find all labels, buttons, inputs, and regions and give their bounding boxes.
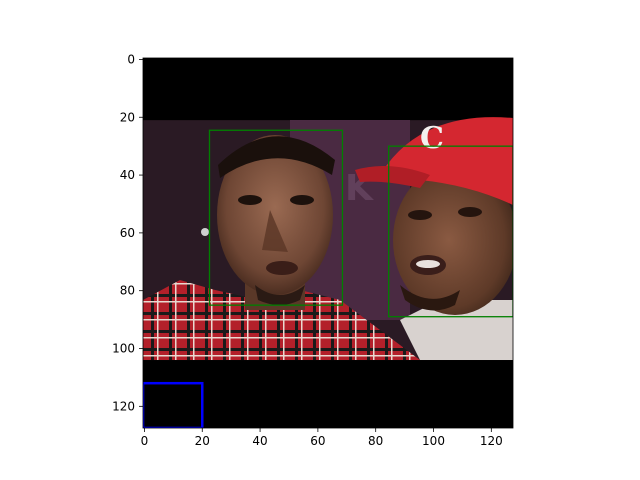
- x-tick-label: 20: [195, 434, 210, 448]
- x-tick-label: 120: [480, 434, 503, 448]
- y-tick-label: 40: [120, 168, 135, 182]
- y-tick-label: 80: [120, 284, 135, 298]
- photo: K C: [143, 117, 513, 361]
- x-tick-label: 60: [310, 434, 325, 448]
- y-tick-label: 60: [120, 226, 135, 240]
- x-tick-label: 100: [422, 434, 445, 448]
- x-tick-label: 80: [368, 434, 383, 448]
- y-tick-label: 20: [120, 110, 135, 124]
- image-area: K C: [143, 58, 513, 428]
- svg-text:C: C: [420, 121, 444, 156]
- y-tick-label: 100: [112, 342, 135, 356]
- y-axis: 0 20 40 60 80 100 120: [112, 52, 143, 413]
- face-box-right: [388, 145, 513, 318]
- blue-box: [143, 381, 204, 428]
- face-box-left: [208, 129, 344, 306]
- x-tick-label: 40: [252, 434, 267, 448]
- x-axis: 0 20 40 60 80 100 120: [141, 428, 503, 448]
- bounding-boxes: [143, 129, 513, 428]
- x-tick-label: 0: [141, 434, 149, 448]
- y-tick-label: 0: [127, 52, 135, 66]
- axes-frame: [142, 57, 514, 429]
- y-tick-label: 120: [112, 399, 135, 413]
